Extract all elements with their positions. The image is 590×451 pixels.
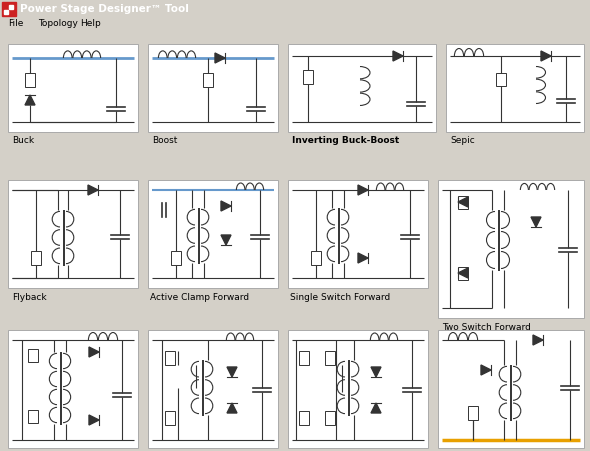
Bar xyxy=(458,267,468,280)
Bar xyxy=(171,251,181,265)
Polygon shape xyxy=(358,185,368,195)
Polygon shape xyxy=(358,253,368,263)
Bar xyxy=(299,411,309,425)
Polygon shape xyxy=(25,95,35,105)
Bar xyxy=(8,330,138,448)
Text: Inverting Buck-Boost: Inverting Buck-Boost xyxy=(292,136,399,145)
Bar xyxy=(468,406,478,420)
Bar xyxy=(8,44,138,132)
Bar xyxy=(325,411,335,425)
Text: File: File xyxy=(8,19,24,28)
Text: Topology: Topology xyxy=(38,19,78,28)
Polygon shape xyxy=(227,367,237,377)
Bar xyxy=(28,410,38,423)
Bar xyxy=(2,2,16,16)
Bar xyxy=(446,44,584,132)
Polygon shape xyxy=(541,51,551,61)
Bar xyxy=(303,70,313,84)
Text: Help: Help xyxy=(80,19,101,28)
Bar xyxy=(288,44,436,132)
Polygon shape xyxy=(371,403,381,413)
Polygon shape xyxy=(533,335,543,345)
Text: Boost: Boost xyxy=(152,136,178,145)
Bar xyxy=(311,251,321,265)
Polygon shape xyxy=(221,235,231,245)
Polygon shape xyxy=(481,365,491,375)
Polygon shape xyxy=(215,53,225,63)
Polygon shape xyxy=(221,201,231,211)
Bar xyxy=(574,3,586,15)
Polygon shape xyxy=(88,185,98,195)
Bar xyxy=(438,180,584,318)
Text: Two Switch Forward: Two Switch Forward xyxy=(442,323,531,332)
Bar xyxy=(148,180,278,288)
Bar xyxy=(458,195,468,208)
Text: Sepic: Sepic xyxy=(450,136,475,145)
Polygon shape xyxy=(227,403,237,413)
Bar xyxy=(496,73,506,86)
Polygon shape xyxy=(458,197,468,207)
Bar xyxy=(560,3,572,15)
Bar xyxy=(299,351,309,365)
Text: Single Switch Forward: Single Switch Forward xyxy=(290,293,390,302)
Text: Active Clamp Forward: Active Clamp Forward xyxy=(150,293,249,302)
Bar xyxy=(165,411,175,425)
Bar xyxy=(25,73,35,87)
Bar xyxy=(165,351,175,365)
Bar xyxy=(288,180,428,288)
Text: Power Stage Designer™ Tool: Power Stage Designer™ Tool xyxy=(20,4,189,14)
Bar xyxy=(438,330,584,448)
Text: Buck: Buck xyxy=(12,136,34,145)
Bar xyxy=(325,351,335,365)
Bar xyxy=(148,330,278,448)
Text: Flyback: Flyback xyxy=(12,293,47,302)
Bar xyxy=(4,10,8,14)
Polygon shape xyxy=(393,51,403,61)
Polygon shape xyxy=(89,415,99,425)
Polygon shape xyxy=(531,217,541,227)
Bar xyxy=(9,5,13,9)
Bar xyxy=(203,73,213,87)
Bar xyxy=(148,44,278,132)
Polygon shape xyxy=(89,347,99,357)
Bar xyxy=(28,349,38,362)
Polygon shape xyxy=(371,367,381,377)
Bar xyxy=(8,180,138,288)
Bar xyxy=(31,251,41,265)
Bar xyxy=(288,330,428,448)
Polygon shape xyxy=(458,268,468,278)
